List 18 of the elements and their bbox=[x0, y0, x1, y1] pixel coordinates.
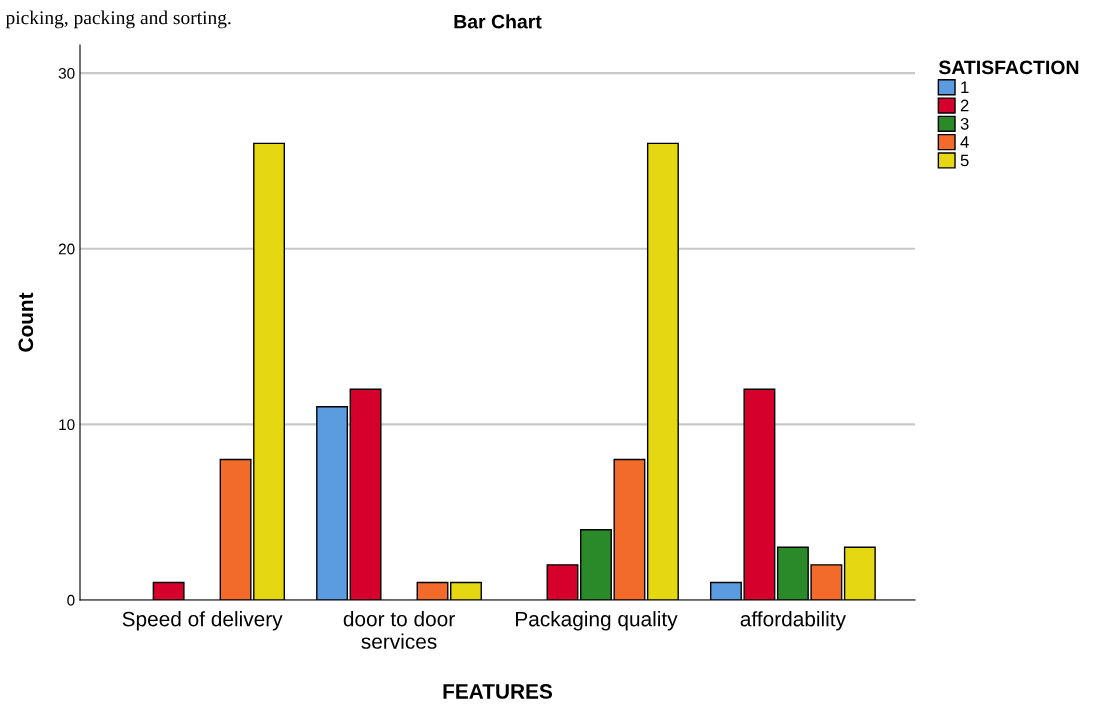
y-tick-label: 20 bbox=[58, 243, 75, 255]
legend-title: SATISFACTION bbox=[938, 60, 1079, 75]
chart-title: Bar Chart bbox=[454, 14, 542, 29]
y-tick-label: 30 bbox=[58, 67, 75, 79]
x-axis-title: FEATURES bbox=[443, 684, 553, 699]
legend-label: 4 bbox=[960, 136, 969, 148]
legend-label: 5 bbox=[960, 154, 969, 167]
x-tick-label: door to door services bbox=[343, 611, 455, 649]
x-tick-label: affordability bbox=[740, 611, 846, 631]
y-tick-label: 0 bbox=[67, 594, 75, 606]
y-tick-label: 10 bbox=[59, 419, 75, 431]
text: picking, packing and sorting. bbox=[5, 10, 231, 29]
legend-label: 1 bbox=[961, 81, 969, 93]
legend-label: 3 bbox=[960, 117, 969, 130]
x-tick-label: Packaging quality bbox=[516, 611, 678, 631]
x-tick-label: Speed of delivery bbox=[122, 611, 283, 631]
y-axis-title: Count bbox=[18, 292, 34, 352]
legend-label: 2 bbox=[960, 99, 969, 112]
